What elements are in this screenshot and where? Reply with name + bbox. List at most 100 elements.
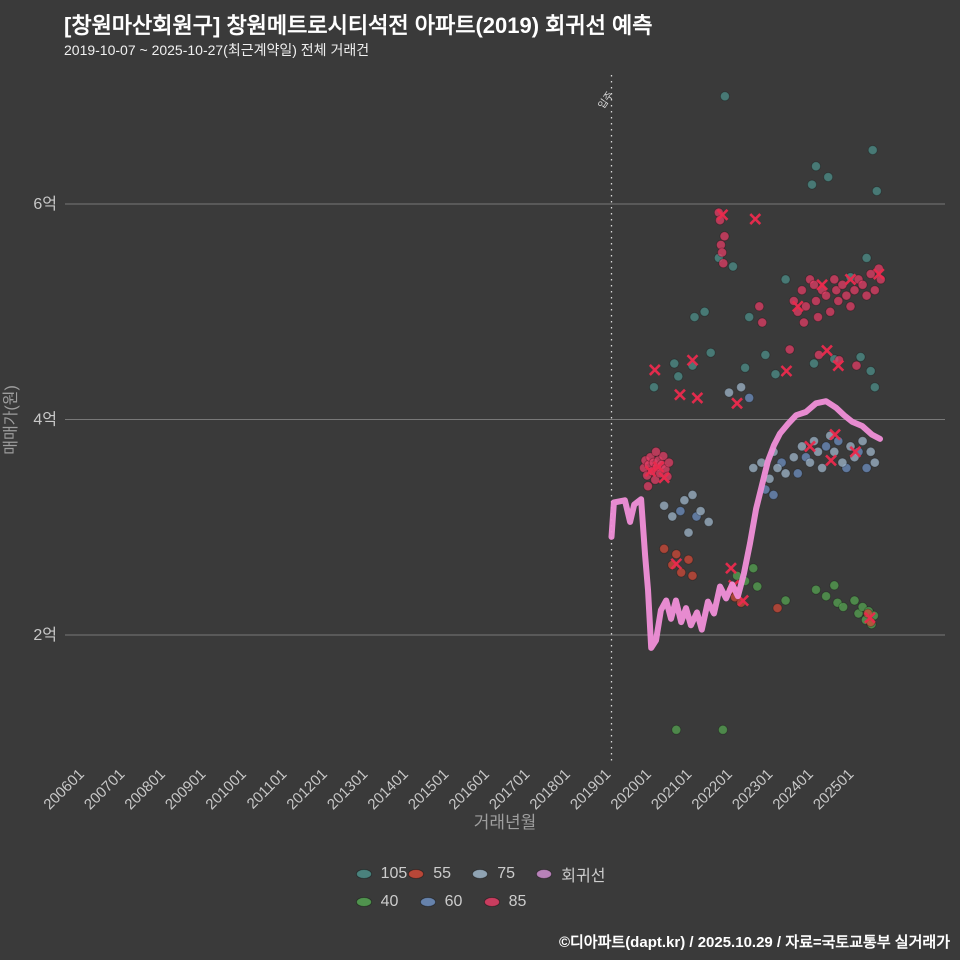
data-point	[829, 274, 840, 285]
data-point	[857, 436, 868, 447]
x-marker	[872, 268, 885, 280]
data-point	[788, 452, 799, 463]
legend-item-40: 40	[355, 893, 419, 911]
legend-marker-icon	[483, 897, 500, 907]
data-point	[754, 301, 765, 312]
data-point	[744, 392, 755, 403]
data-point	[809, 279, 819, 290]
movein-label: 입주	[595, 89, 616, 112]
data-point	[675, 506, 686, 517]
data-point	[838, 602, 849, 612]
data-point	[683, 527, 694, 538]
x-tick-label: 200801	[121, 766, 168, 813]
x-tick-label: 200701	[81, 766, 128, 813]
legend-marker-icon	[408, 869, 425, 879]
data-point	[869, 457, 880, 468]
data-point	[757, 317, 768, 328]
x-tick-label: 201401	[364, 766, 411, 813]
x-marker	[644, 465, 657, 478]
data-point	[829, 580, 840, 591]
x-markers	[644, 208, 885, 624]
legend-item-60: 60	[419, 893, 483, 911]
data-point	[851, 360, 862, 371]
x-marker	[737, 594, 750, 607]
data-point	[829, 446, 840, 457]
data-point	[821, 290, 832, 301]
legend-marker-icon	[536, 869, 553, 879]
x-marker	[725, 562, 737, 575]
data-point	[861, 252, 872, 263]
data-point	[752, 581, 763, 592]
legend-item-75: 75	[471, 862, 535, 886]
data-point	[772, 603, 783, 614]
regression-line	[608, 398, 883, 651]
data-point	[821, 441, 832, 452]
data-point	[837, 279, 848, 290]
x-tick-label: 201901	[567, 766, 614, 813]
data-point	[740, 362, 751, 373]
data-point	[699, 306, 710, 317]
x-tick-label: 202101	[648, 766, 695, 813]
page-title: [창원마산회원구] 창원메트로시티석전 아파트(2019) 회귀선 예측	[64, 13, 653, 38]
data-point	[671, 549, 682, 560]
x-marker	[844, 273, 857, 286]
series-105	[649, 91, 882, 393]
legend-marker	[419, 897, 436, 907]
x-tick-label: 200901	[162, 766, 209, 813]
legend-label: 85	[508, 893, 527, 910]
data-point	[718, 258, 729, 269]
x-tick-label: 201301	[324, 766, 371, 813]
data-point	[800, 301, 811, 312]
data-point	[717, 247, 728, 258]
x-tick-label: 202401	[769, 766, 816, 813]
data-point	[676, 567, 687, 578]
y-tick-label: 2억	[33, 626, 57, 644]
data-point	[865, 366, 876, 376]
data-point	[772, 463, 783, 473]
data-point	[865, 446, 876, 457]
data-point	[703, 516, 714, 527]
data-point	[780, 468, 791, 479]
x-axis-title: 거래년월	[474, 813, 537, 832]
data-point	[817, 463, 828, 473]
data-point	[853, 608, 864, 619]
data-point	[689, 312, 700, 323]
x-tick-label: 202501	[810, 766, 857, 813]
data-point	[855, 352, 866, 362]
data-point	[695, 506, 706, 517]
data-point	[659, 500, 670, 511]
x-marker	[780, 365, 793, 377]
y-tick-label: 6억	[33, 195, 57, 213]
x-marker	[731, 397, 743, 410]
legend-label: 105	[380, 865, 408, 882]
data-point	[837, 457, 848, 468]
data-point	[687, 570, 698, 581]
data-point	[780, 274, 791, 285]
x-marker	[670, 557, 683, 570]
data-point	[798, 317, 809, 328]
legend-label: 40	[380, 893, 399, 910]
data-point	[748, 563, 759, 574]
data-point	[813, 312, 823, 323]
data-point	[780, 595, 791, 606]
x-marker	[716, 208, 729, 221]
x-tick-label: 200601	[40, 766, 87, 813]
data-point	[728, 261, 738, 272]
data-point	[813, 446, 823, 457]
data-point	[867, 145, 878, 156]
series-85	[638, 207, 886, 492]
data-point	[861, 463, 872, 473]
data-point	[805, 457, 815, 468]
data-point	[823, 172, 834, 183]
data-point	[705, 347, 716, 358]
data-point	[679, 495, 690, 506]
data-point	[667, 511, 678, 522]
series-55	[659, 543, 876, 628]
data-point	[869, 285, 880, 296]
data-point	[768, 489, 779, 500]
x-marker	[816, 278, 829, 291]
legend-item-회귀선: 회귀선	[535, 862, 605, 886]
y-axis-title: 매매가(원)	[2, 385, 20, 455]
x-tick-label: 201601	[445, 766, 492, 813]
data-point	[724, 387, 734, 398]
